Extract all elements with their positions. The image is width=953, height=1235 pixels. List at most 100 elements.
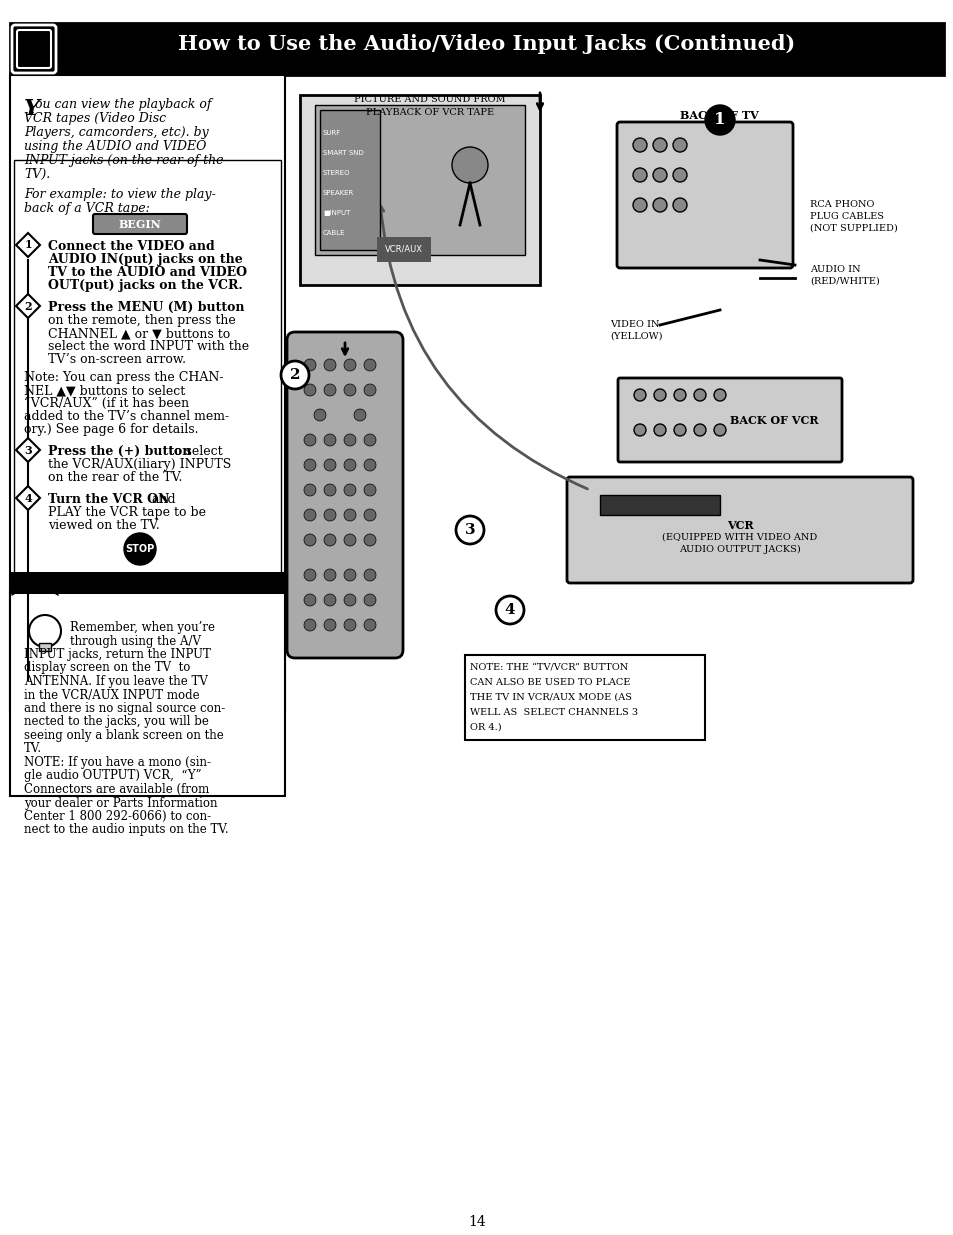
Text: CAN ALSO BE USED TO PLACE: CAN ALSO BE USED TO PLACE [470, 678, 630, 687]
Text: seeing only a blank screen on the: seeing only a blank screen on the [24, 729, 224, 742]
Text: on the rear of the TV.: on the rear of the TV. [48, 471, 182, 484]
Text: ou can view the playback of: ou can view the playback of [35, 98, 212, 111]
Text: Connect the VIDEO and: Connect the VIDEO and [48, 240, 214, 253]
Circle shape [324, 484, 335, 496]
FancyBboxPatch shape [92, 214, 187, 233]
Text: TV’s on-screen arrow.: TV’s on-screen arrow. [48, 353, 186, 366]
Text: Smart Help: Smart Help [98, 599, 195, 613]
Text: 2: 2 [290, 368, 300, 382]
Circle shape [29, 615, 61, 647]
FancyBboxPatch shape [314, 105, 524, 254]
Circle shape [354, 409, 366, 421]
Circle shape [364, 384, 375, 396]
Circle shape [344, 459, 355, 471]
Text: PLUG CABLES: PLUG CABLES [809, 212, 883, 221]
Text: Remember, when you’re: Remember, when you’re [70, 621, 214, 634]
Text: VCR: VCR [726, 520, 753, 531]
Text: the VCR/AUX(iliary) INPUTS: the VCR/AUX(iliary) INPUTS [48, 458, 231, 471]
Text: STOP: STOP [125, 543, 154, 555]
Text: added to the TV’s channel mem-: added to the TV’s channel mem- [24, 410, 229, 424]
Text: For example: to view the play-: For example: to view the play- [24, 188, 215, 201]
Circle shape [633, 198, 646, 212]
Circle shape [324, 384, 335, 396]
Text: VCR/AUX: VCR/AUX [385, 245, 422, 254]
FancyBboxPatch shape [39, 643, 51, 651]
Text: 4: 4 [24, 493, 31, 504]
Text: 3: 3 [464, 522, 475, 537]
Circle shape [364, 594, 375, 606]
FancyBboxPatch shape [14, 161, 281, 690]
Circle shape [324, 509, 335, 521]
Text: 4: 4 [504, 603, 515, 618]
Text: 14: 14 [468, 1215, 485, 1229]
Circle shape [344, 509, 355, 521]
Circle shape [364, 509, 375, 521]
Circle shape [324, 534, 335, 546]
Circle shape [304, 619, 315, 631]
Text: Turn the VCR ON: Turn the VCR ON [48, 493, 170, 506]
Circle shape [304, 433, 315, 446]
FancyBboxPatch shape [10, 23, 943, 75]
Circle shape [344, 359, 355, 370]
FancyBboxPatch shape [299, 95, 539, 285]
FancyBboxPatch shape [464, 655, 704, 740]
Circle shape [324, 459, 335, 471]
FancyBboxPatch shape [287, 332, 402, 658]
Text: SPEAKER: SPEAKER [323, 190, 354, 196]
Text: 2: 2 [24, 300, 31, 311]
Text: AUDIO IN: AUDIO IN [809, 266, 860, 274]
Circle shape [344, 619, 355, 631]
Text: nected to the jacks, you will be: nected to the jacks, you will be [24, 715, 209, 729]
Text: THE TV IN VCR/AUX MODE (AS: THE TV IN VCR/AUX MODE (AS [470, 693, 631, 701]
Text: (EQUIPPED WITH VIDEO AND: (EQUIPPED WITH VIDEO AND [661, 534, 817, 542]
Text: in the VCR/AUX INPUT mode: in the VCR/AUX INPUT mode [24, 688, 199, 701]
Text: Note: You can press the CHAN-: Note: You can press the CHAN- [24, 370, 223, 384]
FancyBboxPatch shape [10, 75, 285, 710]
Circle shape [304, 484, 315, 496]
Text: using the AUDIO and VIDEO: using the AUDIO and VIDEO [24, 140, 206, 153]
Polygon shape [16, 233, 40, 257]
Text: How to Use the Audio/Video Input Jacks (Continued): How to Use the Audio/Video Input Jacks (… [178, 35, 795, 54]
Circle shape [652, 168, 666, 182]
Circle shape [652, 198, 666, 212]
Circle shape [633, 168, 646, 182]
Text: Connectors are available (from: Connectors are available (from [24, 783, 209, 797]
Text: 3: 3 [24, 445, 31, 456]
Text: INPUT jacks (on the rear of the: INPUT jacks (on the rear of the [24, 154, 223, 167]
FancyBboxPatch shape [10, 572, 285, 594]
Text: BACK OF VCR: BACK OF VCR [729, 415, 818, 426]
Circle shape [281, 361, 309, 389]
Circle shape [304, 569, 315, 580]
Text: 1: 1 [714, 111, 725, 128]
Text: NEL ▲▼ buttons to select: NEL ▲▼ buttons to select [24, 384, 185, 396]
Text: and: and [148, 493, 175, 506]
Circle shape [654, 424, 665, 436]
Circle shape [344, 384, 355, 396]
Circle shape [456, 516, 483, 543]
Circle shape [344, 484, 355, 496]
Text: BACK OF TV: BACK OF TV [679, 110, 758, 121]
Text: VCR tapes (Video Disc: VCR tapes (Video Disc [24, 112, 166, 125]
Text: select the word INPUT with the: select the word INPUT with the [48, 340, 249, 353]
Text: OR 4.): OR 4.) [470, 722, 501, 732]
Text: RCA PHONO: RCA PHONO [809, 200, 874, 209]
Circle shape [344, 534, 355, 546]
Text: through using the A/V: through using the A/V [70, 635, 201, 647]
Circle shape [364, 619, 375, 631]
Circle shape [364, 459, 375, 471]
Circle shape [652, 138, 666, 152]
Circle shape [633, 138, 646, 152]
Text: (NOT SUPPLIED): (NOT SUPPLIED) [809, 224, 897, 233]
Text: INPUT jacks, return the INPUT: INPUT jacks, return the INPUT [24, 648, 211, 661]
Text: Center 1 800 292-6066) to con-: Center 1 800 292-6066) to con- [24, 810, 211, 823]
Text: ANTENNA. If you leave the TV: ANTENNA. If you leave the TV [24, 676, 208, 688]
Text: AUDIO OUTPUT JACKS): AUDIO OUTPUT JACKS) [679, 545, 800, 555]
Polygon shape [16, 438, 40, 462]
Circle shape [324, 359, 335, 370]
Circle shape [344, 594, 355, 606]
Circle shape [304, 384, 315, 396]
FancyBboxPatch shape [17, 30, 51, 68]
Circle shape [713, 424, 725, 436]
Circle shape [344, 433, 355, 446]
FancyBboxPatch shape [12, 25, 56, 73]
